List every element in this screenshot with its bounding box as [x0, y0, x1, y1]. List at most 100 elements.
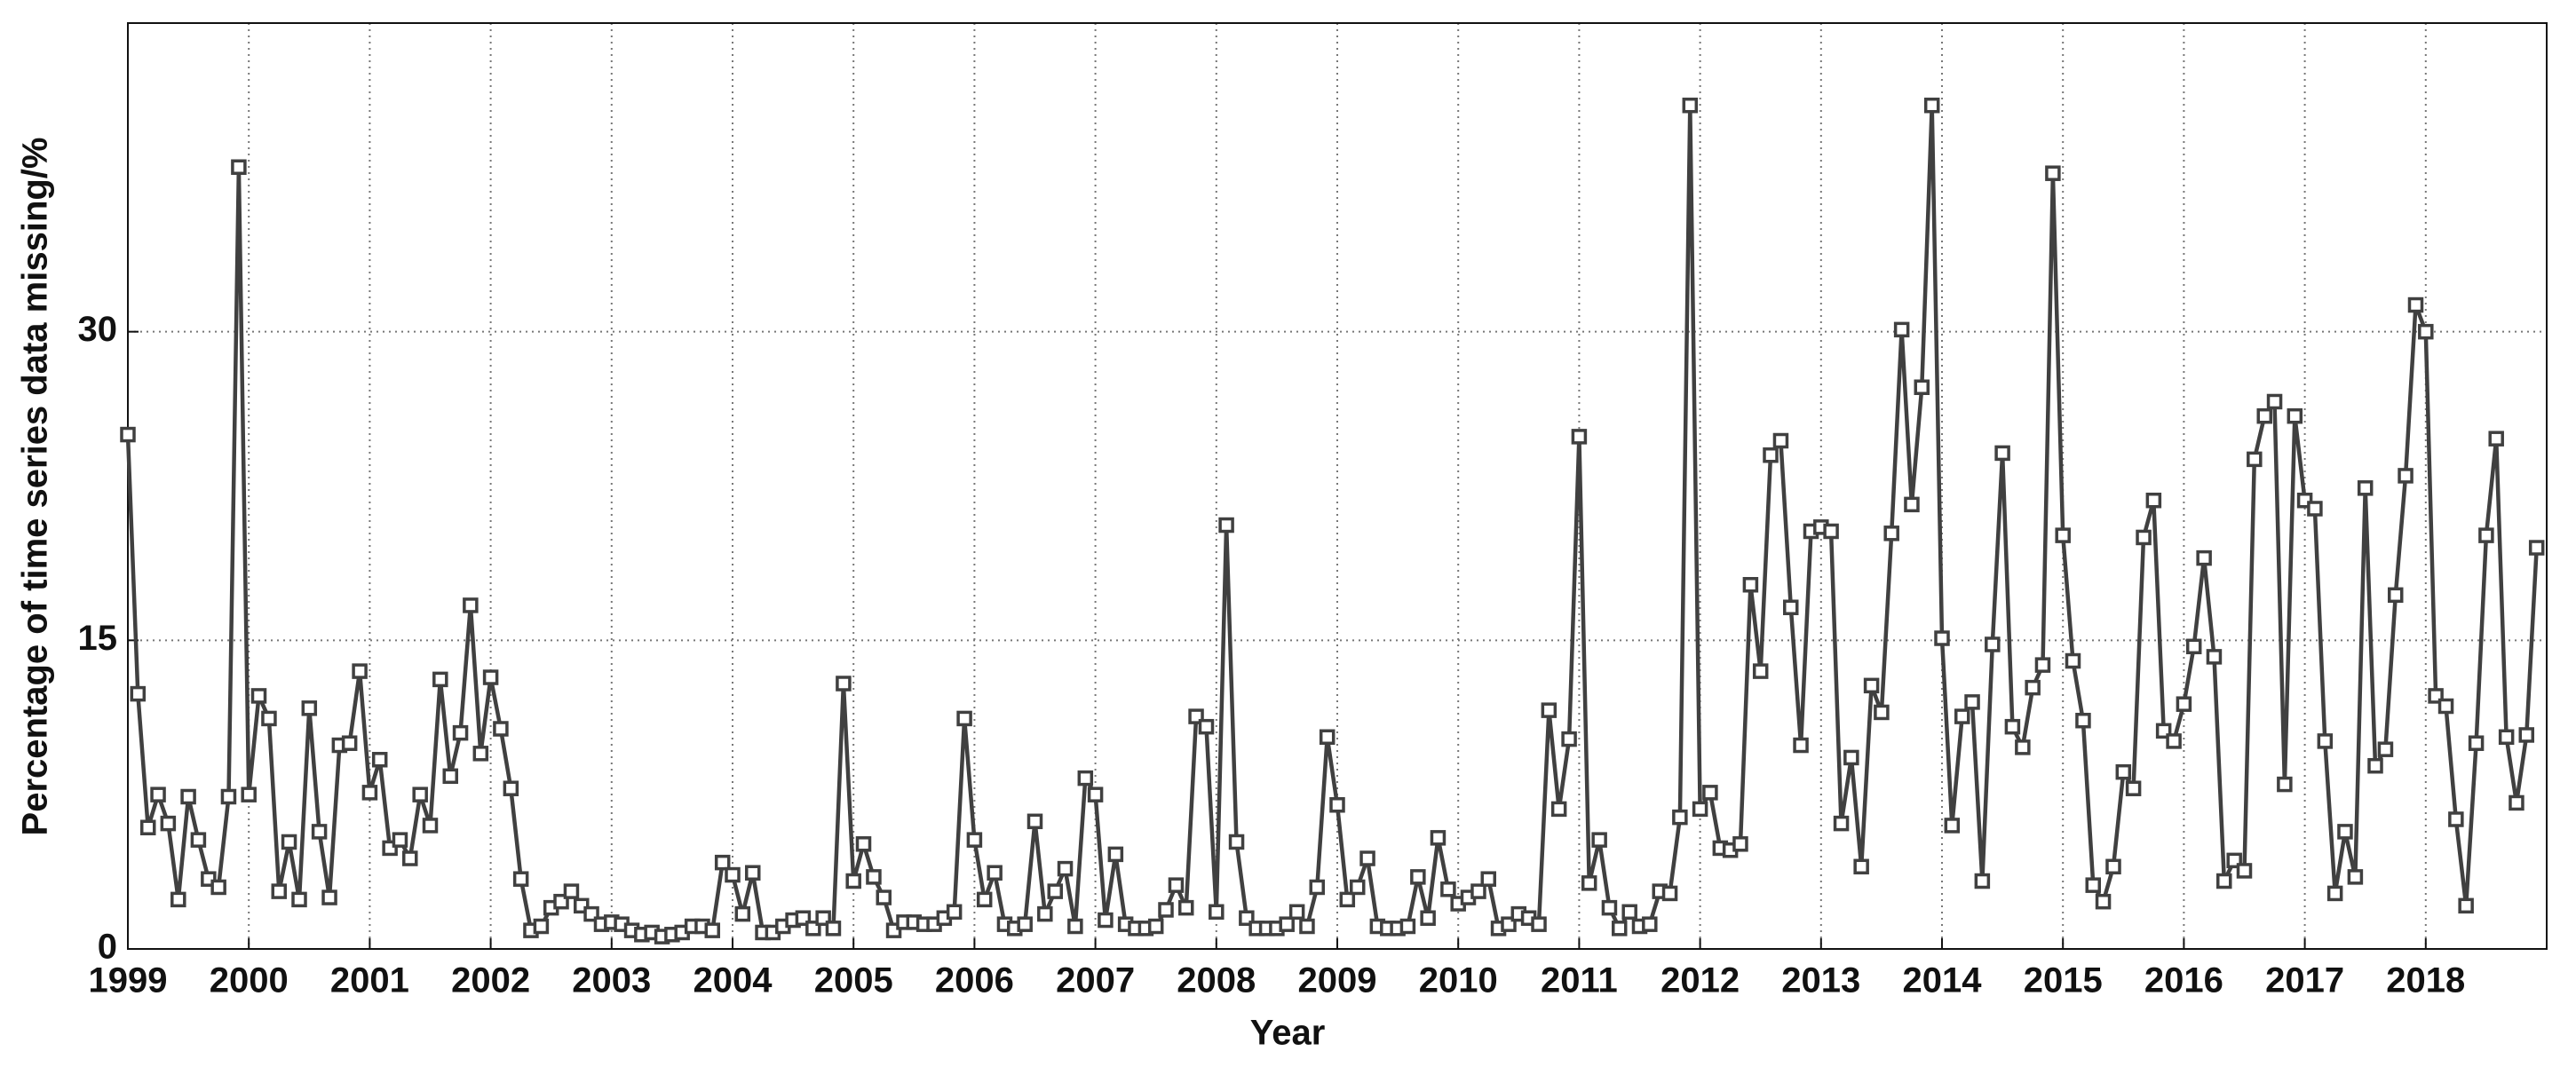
data-point — [1954, 708, 1970, 724]
data-point — [2125, 780, 2142, 796]
data-point — [2004, 718, 2021, 735]
data-point — [210, 879, 226, 896]
data-point — [463, 597, 479, 613]
data-point — [533, 918, 550, 935]
data-point — [1752, 663, 1769, 679]
data-point — [1843, 749, 1859, 766]
data-point — [976, 891, 993, 908]
data-point — [2166, 733, 2182, 749]
data-point — [1863, 677, 1880, 694]
data-point — [845, 873, 861, 889]
data-point — [1279, 916, 1295, 932]
data-point — [321, 889, 337, 905]
data-point — [855, 836, 872, 852]
data-point — [2509, 794, 2524, 811]
data-point — [734, 905, 751, 922]
data-point — [1319, 729, 1336, 746]
data-point — [1037, 905, 1053, 922]
data-point — [1480, 871, 1496, 887]
data-point — [1763, 447, 1779, 463]
data-point — [714, 854, 731, 871]
data-point — [1692, 801, 1708, 818]
data-point — [352, 663, 368, 679]
data-point — [2095, 893, 2112, 910]
x-tick-label: 2005 — [814, 961, 893, 1000]
data-point — [2347, 869, 2364, 885]
data-point — [1531, 916, 1547, 932]
data-point — [2488, 431, 2504, 447]
x-tick-label: 2011 — [1541, 961, 1618, 1000]
data-point — [190, 832, 207, 848]
data-point — [1883, 526, 1899, 541]
data-point — [2367, 757, 2383, 774]
data-point — [291, 891, 307, 908]
data-point — [493, 721, 509, 737]
data-point — [1732, 836, 1748, 852]
data-point — [281, 834, 297, 850]
data-point — [1621, 904, 1637, 921]
data-point — [371, 752, 388, 768]
x-tick-label: 2018 — [2386, 961, 2465, 1000]
data-point — [220, 788, 237, 805]
x-tick-label: 2007 — [1056, 961, 1135, 1000]
data-point — [1026, 813, 1043, 830]
data-point — [2185, 638, 2202, 655]
data-point — [1661, 885, 1678, 902]
data-point — [1642, 916, 1658, 932]
data-point — [1612, 921, 1628, 937]
x-tick-label: 1999 — [89, 961, 168, 1000]
data-point — [1228, 834, 1245, 850]
data-point — [452, 724, 469, 741]
data-point — [392, 832, 408, 848]
data-point — [1923, 97, 1940, 114]
data-point — [1209, 904, 1225, 921]
data-point — [2176, 696, 2192, 712]
data-point — [563, 883, 580, 899]
data-point — [1985, 636, 2001, 652]
data-point — [1944, 818, 1961, 834]
data-point — [744, 865, 761, 881]
data-point — [2015, 739, 2031, 755]
data-point — [1550, 801, 1567, 818]
data-point — [1349, 879, 1366, 896]
data-point — [361, 785, 378, 801]
data-point — [1561, 731, 1577, 747]
data-point — [2418, 323, 2434, 340]
data-point — [1893, 321, 1910, 338]
data-point — [402, 850, 418, 866]
data-point — [1420, 910, 1436, 926]
data-point — [2136, 529, 2152, 546]
data-point — [442, 768, 458, 785]
data-point — [1057, 860, 1074, 877]
data-line — [125, 103, 2539, 939]
data-point — [2287, 407, 2303, 424]
data-point — [1974, 873, 1991, 889]
y-tick-label: 30 — [78, 310, 118, 349]
data-point — [956, 710, 972, 727]
data-point — [1067, 918, 1083, 935]
data-point — [866, 869, 882, 885]
data-point — [472, 746, 489, 762]
data-point — [1702, 785, 1718, 801]
x-tick-label: 2010 — [1419, 961, 1498, 1000]
data-point — [150, 786, 166, 802]
data-point — [1793, 737, 1809, 754]
data-point — [2377, 741, 2394, 757]
data-point — [1087, 786, 1104, 802]
data-point — [946, 904, 963, 921]
data-point — [1571, 429, 1588, 445]
data-point — [120, 426, 136, 443]
x-tick-label: 2001 — [330, 961, 409, 1000]
data-point — [2196, 549, 2212, 566]
data-point — [1601, 899, 1618, 916]
y-axis-label: Percentage of time series data missing/% — [16, 138, 55, 836]
data-point — [2236, 863, 2253, 879]
data-point — [2085, 877, 2101, 893]
data-point — [836, 676, 852, 692]
data-point — [825, 921, 842, 937]
data-point — [1823, 523, 1839, 540]
data-point — [1914, 379, 1930, 395]
x-tick-label: 2008 — [1177, 961, 1256, 1000]
data-point — [503, 780, 519, 796]
data-point — [301, 700, 318, 716]
